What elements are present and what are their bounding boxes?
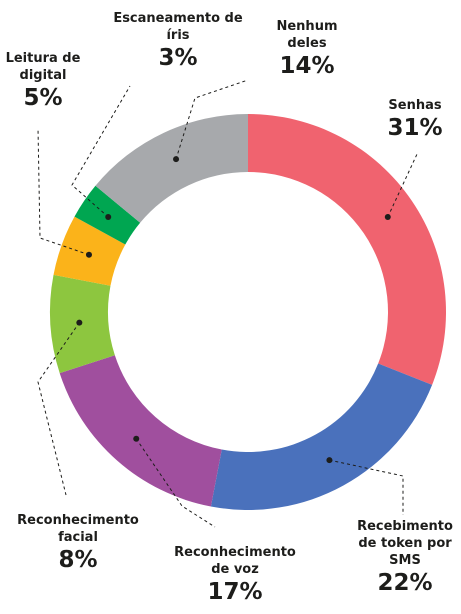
category-label: Recebimento de token por SMS [357,519,453,568]
category-label: Reconhecimento facial [17,513,139,545]
value-label: 31% [387,115,443,141]
leader-dot [384,214,391,221]
leader-dot [133,435,140,442]
label: Senhas 31% [375,97,455,142]
category-label: Escaneamento de íris [113,11,243,43]
donut-segment [210,363,433,511]
leader-line [329,459,404,515]
leader-dot [173,156,180,163]
category-label: Reconhecimento de voz [174,545,296,577]
leader-dot [76,319,83,326]
label: Escaneamento de íris 3% [108,10,248,72]
donut-segment [95,114,248,223]
category-label: Leitura de digital [5,51,81,83]
leader-dot [105,214,112,221]
leader-dot [85,251,92,258]
label: Leitura de digital 5% [3,50,83,112]
label: Recebimento de token por SMS 22% [355,518,455,597]
category-label: Nenhum deles [276,19,338,51]
leader-dot [326,457,333,464]
leader-line [37,322,80,496]
label: Reconhecimento facial 8% [3,512,153,574]
donut-segment [53,216,126,286]
value-label: 14% [279,53,335,79]
value-label: 3% [158,45,198,71]
donut-segment [248,114,446,385]
donut-segment [59,355,222,507]
value-label: 22% [377,570,433,596]
value-label: 5% [23,85,63,111]
label: Reconhecimento de voz 17% [165,544,305,606]
value-label: 8% [58,547,98,573]
label: Nenhum deles 14% [267,18,347,80]
category-label: Senhas [388,98,442,113]
donut-segment [49,274,115,374]
leader-line [71,85,131,218]
value-label: 17% [207,579,263,605]
